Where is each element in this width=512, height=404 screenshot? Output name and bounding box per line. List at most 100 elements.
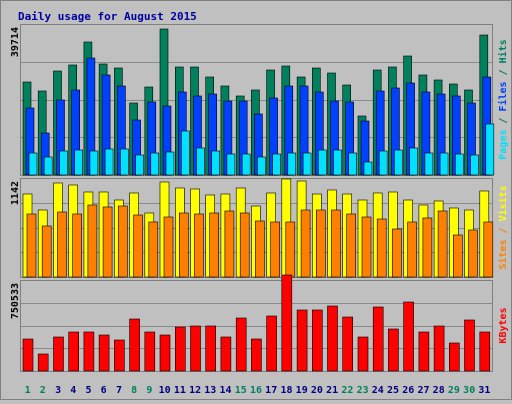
- day-label-11: 11: [174, 385, 186, 396]
- bar-sites-day-8: [133, 214, 143, 278]
- bar-pages-day-1: [28, 152, 38, 176]
- bar-kbytes-day-25: [388, 328, 399, 372]
- bar-sites-day-23: [361, 216, 372, 278]
- bar-sites-day-10: [163, 216, 174, 278]
- bar-sites-day-17: [270, 221, 280, 278]
- bar-kbytes-day-16: [251, 338, 262, 372]
- day-labels: 1 2 3 4 5 6 7 8 9 10 11 12 13 14 15 16 17 18 19 20 21 22 23 24 2…: [25, 385, 491, 396]
- bar-pages-day-19: [302, 152, 312, 176]
- day-label-2: 2: [40, 385, 46, 396]
- day-label-24: 24: [372, 385, 384, 396]
- day-label-10: 10: [159, 385, 171, 396]
- bar-sites-day-1: [26, 213, 37, 278]
- bar-sites-day-5: [87, 204, 98, 278]
- hits-panel-ymax-label: 39714: [10, 27, 21, 57]
- visits-panel-axis-label-part-1: Sites: [497, 240, 509, 270]
- bar-pages-day-2: [43, 156, 53, 176]
- bar-pages-day-21: [333, 149, 342, 176]
- bar-kbytes-day-9: [144, 331, 156, 372]
- bar-sites-day-15: [239, 212, 250, 278]
- day-label-19: 19: [296, 385, 308, 396]
- chart-panels: 39714 Pages / Files / Hits 1142 Sites / Vis…: [10, 24, 509, 372]
- hits-panel-axis-label-part-5: Hits: [497, 39, 509, 63]
- bar-kbytes-day-17: [266, 315, 277, 372]
- bar-sites-day-4: [72, 213, 82, 278]
- hits-panel-axis-label-part-3: Files: [497, 81, 509, 111]
- bar-kbytes-day-11: [175, 326, 186, 372]
- day-label-12: 12: [189, 385, 201, 396]
- bar-pages-day-26: [409, 147, 418, 176]
- visits-panel-axis-label-part-3: Visits: [497, 185, 509, 221]
- bar-kbytes-day-22: [342, 316, 354, 372]
- bar-sites-day-30: [468, 229, 478, 278]
- bar-pages-day-18: [287, 152, 297, 176]
- bar-kbytes-day-21: [327, 305, 338, 372]
- bar-pages-day-24: [378, 150, 388, 176]
- day-label-15: 15: [235, 385, 247, 396]
- day-label-28: 28: [433, 385, 445, 396]
- bar-kbytes-day-15: [235, 317, 247, 372]
- bar-kbytes-day-29: [448, 342, 460, 372]
- bar-kbytes-day-3: [53, 336, 64, 372]
- bar-pages-day-31: [485, 123, 495, 176]
- bar-sites-day-28: [437, 210, 448, 278]
- bar-pages-day-13: [211, 150, 220, 176]
- bar-sites-day-11: [179, 212, 189, 278]
- bar-sites-day-19: [300, 209, 311, 278]
- bar-pages-day-5: [89, 150, 99, 176]
- bar-sites-day-26: [407, 221, 417, 278]
- visits-panel: 1142 Sites / Visits: [10, 178, 509, 278]
- bar-pages-day-10: [165, 151, 175, 176]
- day-label-6: 6: [101, 385, 107, 396]
- bar-sites-day-18: [285, 221, 296, 278]
- day-label-21: 21: [326, 385, 338, 396]
- day-label-3: 3: [55, 385, 61, 396]
- bar-pages-day-14: [226, 153, 236, 176]
- bar-sites-day-3: [57, 211, 67, 278]
- chart-title: Daily usage for August 2015: [18, 10, 197, 23]
- kbytes-panel: 750533 KBytes: [10, 274, 509, 372]
- hits-panel: 39714 Pages / Files / Hits: [10, 24, 509, 176]
- bar-sites-day-2: [41, 225, 52, 278]
- bar-sites-day-24: [376, 218, 387, 278]
- bar-pages-day-23: [363, 161, 373, 176]
- bar-sites-day-9: [148, 221, 159, 278]
- kbytes-panel-axis-label-part-1: KBytes: [498, 307, 509, 343]
- bar-kbytes-day-8: [129, 318, 140, 372]
- day-label-17: 17: [265, 385, 277, 396]
- visits-panel-axis-label-part-2: /: [498, 221, 509, 239]
- day-label-29: 29: [448, 385, 460, 396]
- hits-panel-axis-label-part-4: /: [498, 63, 509, 81]
- bar-kbytes-day-18: [281, 274, 293, 372]
- bar-sites-day-12: [194, 213, 204, 278]
- bar-sites-day-25: [392, 228, 402, 278]
- bar-pages-day-20: [317, 149, 327, 176]
- bar-pages-day-28: [439, 152, 449, 176]
- bar-kbytes-day-1: [22, 338, 34, 372]
- bar-kbytes-day-13: [205, 325, 216, 372]
- bar-sites-day-22: [346, 213, 357, 278]
- bar-kbytes-day-28: [433, 325, 445, 372]
- bar-pages-day-17: [272, 153, 281, 176]
- bar-kbytes-day-19: [296, 309, 308, 372]
- hits-panel-axis-label-part-1: Pages: [498, 130, 509, 160]
- bar-sites-day-27: [422, 217, 433, 278]
- visits-panel-ymax-label: 1142: [10, 181, 21, 205]
- bar-kbytes-day-6: [98, 334, 110, 372]
- bar-pages-day-29: [454, 153, 464, 176]
- bar-kbytes-day-31: [479, 331, 491, 372]
- bar-sites-day-29: [452, 234, 463, 278]
- bar-pages-day-16: [257, 156, 266, 176]
- bar-pages-day-30: [470, 154, 479, 176]
- kbytes-panel-axis-label: KBytes: [498, 307, 509, 343]
- bar-sites-day-31: [483, 221, 494, 278]
- hits-panel-axis-label-part-2: /: [498, 112, 509, 130]
- day-label-9: 9: [146, 385, 152, 396]
- day-label-16: 16: [250, 385, 262, 396]
- bar-pages-day-25: [394, 149, 403, 176]
- bar-pages-day-22: [348, 152, 358, 176]
- day-label-4: 4: [70, 385, 76, 396]
- bar-kbytes-day-7: [114, 339, 125, 372]
- bar-kbytes-day-4: [68, 331, 79, 372]
